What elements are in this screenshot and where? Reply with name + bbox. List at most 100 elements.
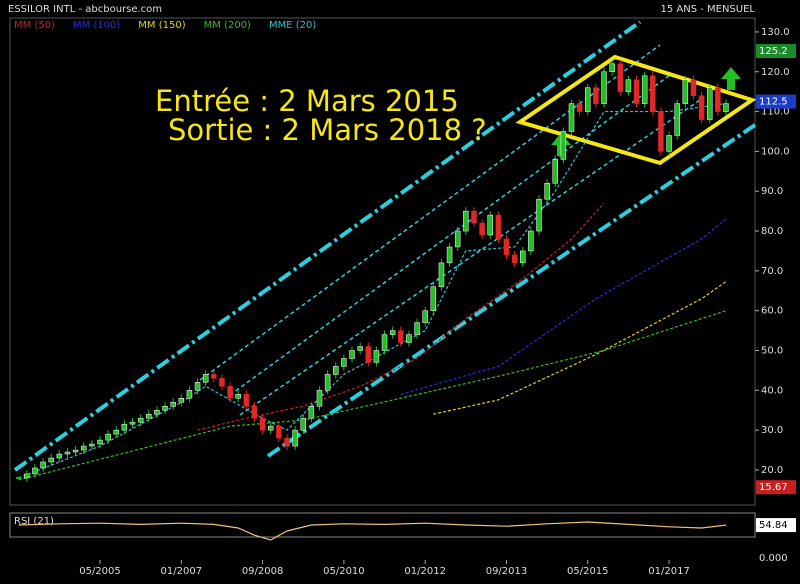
y-tick-label: 20.0 [761, 465, 783, 476]
candle [48, 457, 54, 463]
candle [536, 198, 542, 232]
candle [593, 87, 599, 104]
rsi-value: 54.84 [759, 520, 788, 531]
candle [601, 71, 607, 104]
price-label-box [756, 480, 796, 495]
candle [609, 63, 615, 73]
candle [121, 423, 128, 431]
candle [585, 87, 591, 112]
candle [576, 103, 583, 112]
candle [487, 214, 493, 236]
candle [528, 230, 534, 252]
candle [495, 214, 502, 240]
candle [170, 402, 176, 407]
candle [633, 79, 640, 104]
legend-entry: MME (20) [269, 20, 316, 31]
x-tick-label: 01/2007 [161, 566, 203, 577]
y-tick-label: 70.0 [761, 266, 783, 277]
candle [97, 439, 103, 445]
candle [32, 467, 38, 475]
candle [194, 382, 201, 391]
candle [723, 103, 729, 112]
price-label: 112.5 [759, 97, 788, 108]
candle [316, 390, 323, 407]
annotation: Sortie : 2 Mars 2018 ? [168, 113, 487, 147]
candle [64, 451, 71, 455]
candle [137, 417, 144, 423]
candle [617, 63, 624, 92]
candle [430, 286, 437, 311]
moving-average [400, 218, 727, 395]
candle [292, 429, 298, 447]
candle [471, 210, 477, 224]
moving-average [18, 310, 727, 481]
candle [243, 394, 250, 407]
candle [300, 417, 306, 431]
price-label-box [756, 94, 796, 109]
y-tick-label: 130.0 [761, 27, 790, 38]
x-tick-label: 05/2005 [79, 566, 121, 577]
candle [154, 409, 160, 415]
candle [650, 75, 656, 112]
y-tick-label: 90.0 [761, 186, 783, 197]
candle [698, 95, 705, 120]
candle [259, 417, 266, 431]
candle [40, 461, 46, 469]
candle [552, 159, 559, 184]
candle [56, 453, 63, 459]
candle [666, 135, 672, 152]
y-tick-label: 110.0 [761, 107, 790, 118]
candle [503, 238, 510, 256]
marks [16, 59, 729, 482]
rsi-line [18, 521, 727, 541]
candle [511, 254, 518, 264]
candle [544, 183, 550, 200]
candle [333, 366, 339, 375]
candle [519, 250, 526, 264]
candle [219, 378, 225, 387]
candle [324, 374, 331, 391]
candle [406, 334, 412, 343]
candle [357, 346, 363, 351]
candle [422, 310, 428, 323]
annotation: Entrée : 2 Mars 2015 [155, 84, 459, 118]
price-label: 125.2 [759, 46, 788, 57]
channel-upper [13, 20, 642, 472]
candle [625, 79, 632, 92]
legend-entry: MM (200) [204, 20, 251, 31]
candle [129, 421, 136, 425]
candle [341, 358, 347, 367]
candle [381, 334, 388, 351]
candle [227, 386, 233, 399]
x-tick-label: 01/2017 [648, 566, 690, 577]
y-tick-label: 80.0 [761, 226, 783, 237]
candle [682, 79, 689, 104]
candle [365, 346, 372, 363]
candle [186, 390, 193, 399]
x-tick-label: 09/2013 [486, 566, 528, 577]
candle [24, 473, 30, 479]
moving-average [197, 202, 605, 431]
candle [105, 433, 111, 441]
y-tick-label: 100.0 [761, 146, 790, 157]
candle [276, 425, 282, 439]
candle [80, 445, 87, 451]
chart-title: ESSILOR INTL - abcbourse.com [8, 4, 162, 15]
candle [146, 413, 152, 419]
candle [446, 246, 453, 264]
candle [674, 103, 680, 136]
rsi-frame [9, 512, 756, 538]
candle [308, 405, 315, 419]
channel-mid [199, 44, 661, 381]
candle [398, 330, 404, 343]
candle [690, 79, 697, 96]
legend-entry: MM (100) [73, 20, 120, 31]
candle [706, 87, 713, 120]
legend-entry: MM (50) [14, 20, 55, 31]
candle [658, 111, 664, 152]
candle [267, 425, 274, 431]
candle [641, 75, 648, 104]
rsi-tick-label: 0.000 [759, 553, 788, 564]
